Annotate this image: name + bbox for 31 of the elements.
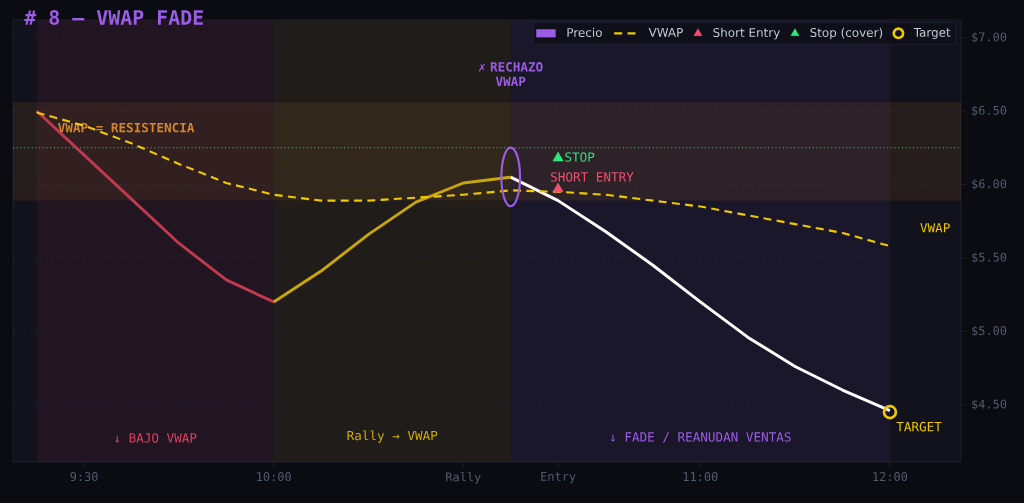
y-tick-label: $4.50 (972, 399, 1007, 411)
x-tick-label: 10:00 (257, 472, 291, 482)
y-tick-label: $7.00 (972, 32, 1007, 44)
y-tick-label: $5.00 (972, 325, 1007, 337)
legend-label: Stop (cover) (810, 27, 883, 40)
annotation: TARGET (896, 421, 942, 432)
y-tick-label: $6.50 (972, 105, 1007, 117)
legend-label: Target (913, 27, 951, 40)
x-tick-label: Rally (446, 472, 481, 484)
line-series (272, 175, 513, 304)
annotation: ↓ BAJO VWAP (115, 433, 197, 443)
annotation: ✗ RECHAZO VWAP (479, 62, 543, 87)
x-tick-label: 12:00 (873, 472, 908, 482)
x-tick-label: 9:30 (70, 472, 98, 482)
point (882, 404, 898, 420)
annotation: ↓ FADE / REANUDAN VENTAS (610, 432, 791, 443)
text: VWAP (920, 223, 950, 233)
band-label: VWAP = RESISTENCIA (58, 122, 195, 133)
x-tick-label: Entry (541, 472, 576, 484)
annotation: STOP (565, 152, 595, 162)
point (552, 182, 564, 193)
x-tick-label: 11:00 (683, 472, 718, 482)
y-tick-label: $6.00 (972, 179, 1007, 190)
legend-label: Short Entry (713, 27, 780, 40)
annotation: SHORT ENTRY (551, 172, 634, 182)
annotation: Rally → VWAP (347, 430, 438, 443)
legend-label: VWAP (648, 27, 683, 37)
y-tick-label: $5.50 (972, 252, 1007, 264)
annotation: Precio (567, 27, 602, 38)
chart-title: # 8 — VWAP FADE (24, 9, 203, 26)
point (552, 151, 564, 162)
